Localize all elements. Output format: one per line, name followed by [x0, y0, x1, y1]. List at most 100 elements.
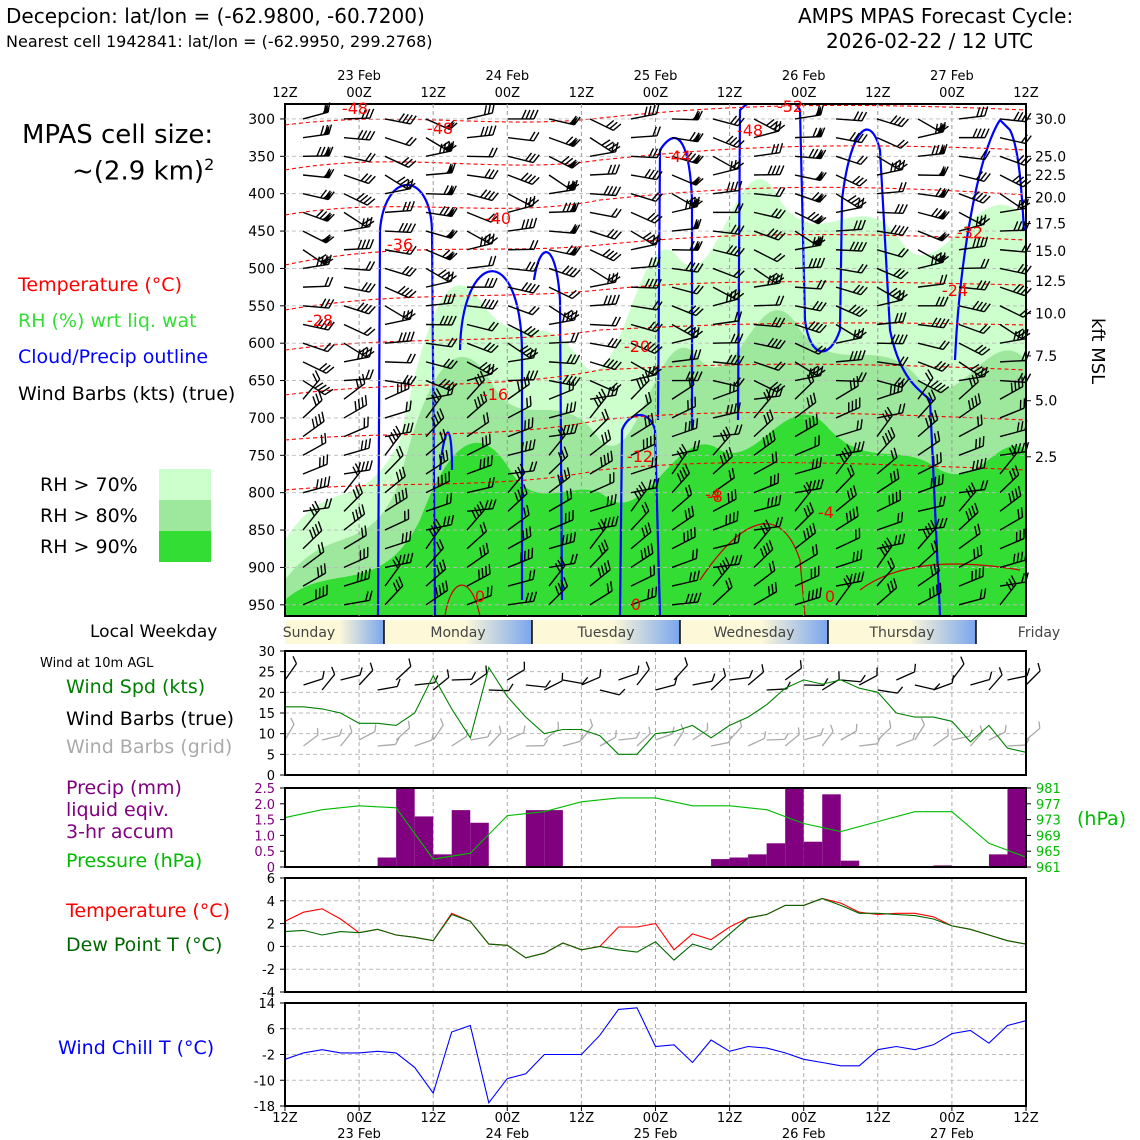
surface-barb-grid-shaft: [803, 734, 822, 741]
wind-barb-shaft: [548, 118, 575, 126]
wind-barb-feather: [943, 318, 950, 329]
surface-barb-grid: [303, 727, 319, 747]
wind-barb-feather: [1014, 380, 1017, 391]
wind-barb: [712, 447, 733, 475]
wind-barb-feather: [779, 317, 786, 328]
wind-barb-feather: [446, 272, 450, 283]
wind-barb-shaft: [384, 361, 412, 364]
wind-barb-feather: [610, 495, 613, 506]
wind-barb-feather: [368, 283, 376, 293]
wind-barb-feather: [615, 294, 620, 305]
wind-barb-shaft: [712, 389, 738, 400]
top-time-tick-label: 12Z: [272, 86, 298, 101]
legend-rh90-swatch: [159, 531, 211, 562]
wind-barb-feather: [808, 368, 812, 379]
wind-barb-feather: [738, 333, 744, 344]
temperature-contour-label: -4: [818, 503, 834, 522]
wind-barb-pennant: [445, 163, 454, 174]
surface-barb-true-shaft: [414, 682, 435, 686]
wind-barb-feather: [361, 130, 368, 140]
wind-barb-shaft: [343, 155, 370, 163]
wind-barb-feather: [890, 450, 895, 461]
wind-barb: [343, 416, 369, 438]
wind-barb: [999, 305, 1032, 318]
wind-barb-feather: [971, 374, 977, 385]
surface-barb-grid-feather: [338, 728, 343, 736]
wind-barb-shaft: [343, 471, 361, 494]
wind-barb-shaft: [671, 579, 698, 587]
wind-barb: [917, 230, 950, 242]
wind-barb-feather: [354, 463, 361, 473]
wind-barb-feather: [1024, 550, 1028, 561]
wind-barb-shaft: [507, 305, 533, 316]
wind-barb: [917, 582, 942, 606]
wind-barb: [999, 465, 1020, 494]
wind-barb: [466, 233, 495, 251]
wind-barb-feather: [779, 165, 785, 175]
wind-barb-feather: [569, 402, 573, 413]
wind-barb-feather: [933, 563, 937, 574]
wind-barb-feather: [684, 464, 691, 474]
wind-barb: [794, 481, 812, 512]
wind-barb-feather: [722, 452, 728, 463]
wind-barb-feather: [816, 279, 823, 289]
wind-barb-feather: [559, 556, 566, 566]
wind-barb-feather: [932, 455, 935, 466]
wind-barb: [589, 294, 620, 307]
wind-barb-shaft: [466, 134, 493, 139]
wind-barb-feather: [902, 312, 907, 322]
wind-barb: [671, 261, 704, 273]
wind-barb-feather: [369, 238, 375, 249]
wind-barb-feather: [569, 310, 574, 321]
wind-barb-feather: [845, 574, 852, 585]
wind-barb: [958, 171, 991, 182]
wind-barb: [999, 220, 1031, 232]
bottom-time-tick-label: 00Z: [939, 1111, 965, 1126]
wind-barb-shaft: [466, 421, 489, 438]
wind-barb: [959, 128, 990, 139]
wind-barb: [425, 449, 449, 475]
wind-barb-shaft: [343, 447, 370, 456]
wind-barb-shaft: [302, 399, 323, 419]
top-time-tick-label: 00Z: [346, 86, 372, 101]
wind-barb-feather: [779, 386, 784, 397]
wind-barb: [589, 560, 611, 587]
wind-barb-feather: [320, 298, 327, 308]
precip-bar: [711, 859, 730, 867]
bottom-time-tick-label: 12Z: [1013, 1111, 1039, 1126]
wind-barb-feather: [695, 548, 698, 559]
wind-barb: [302, 189, 335, 201]
wind-barb-shaft: [589, 172, 617, 176]
wind-barb: [835, 549, 863, 569]
wind-barb-feather: [901, 403, 906, 414]
wind-barb: [794, 300, 827, 312]
wind-barb-feather: [898, 182, 903, 193]
wind-barb-feather: [565, 403, 569, 414]
wind-barb: [425, 163, 456, 176]
surface-barb-grid-feather: [920, 717, 925, 726]
wind-barb-shaft: [507, 226, 534, 232]
wind-barb-feather: [611, 338, 618, 348]
wind-barb-feather: [849, 487, 854, 498]
wind-barb-shaft: [712, 230, 739, 235]
wind-barb-shaft: [630, 113, 657, 120]
wind-barb-shaft: [302, 551, 325, 568]
wind-barb: [343, 260, 376, 271]
wind-barb-feather: [1020, 507, 1024, 518]
wind-barb-feather: [892, 289, 901, 297]
wind-barb-feather: [860, 156, 868, 165]
wind-barb-feather: [614, 493, 617, 504]
panel-tick-label: 14: [258, 997, 275, 1012]
wind-barb-shaft: [917, 591, 942, 606]
wind-barb-feather: [641, 504, 647, 515]
wind-barb-shaft: [589, 342, 616, 349]
wind-barb: [671, 418, 699, 438]
wind-barb: [753, 273, 783, 288]
wind-barb-feather: [678, 447, 686, 457]
wind-barb-feather: [361, 373, 366, 384]
wind-barb-feather: [603, 295, 608, 306]
surface-barb-grid-shaft: [933, 735, 949, 747]
wind-barb: [467, 277, 498, 288]
wind-barb-feather: [968, 508, 973, 518]
surface-barb-grid-shaft: [729, 726, 743, 741]
